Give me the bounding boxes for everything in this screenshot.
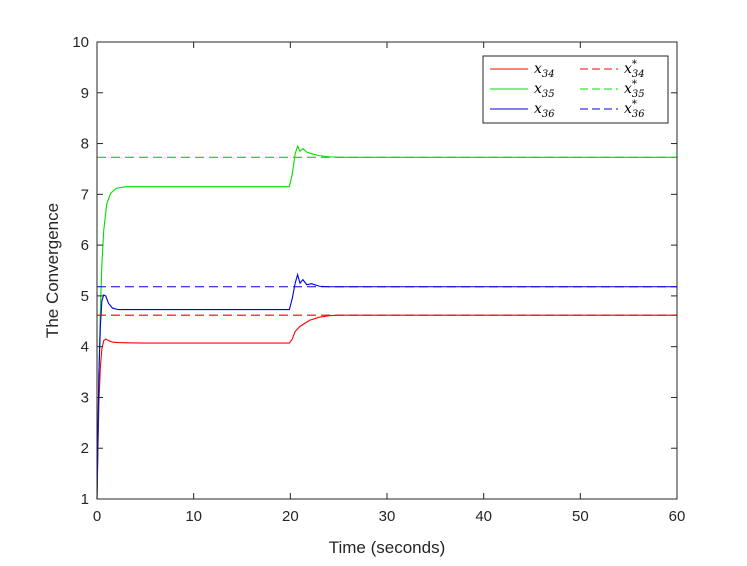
y-tick-label: 1 bbox=[81, 491, 89, 508]
x-tick-label: 10 bbox=[185, 508, 202, 525]
y-tick-label: 3 bbox=[81, 389, 89, 406]
legend-label: x* 34 bbox=[624, 59, 645, 80]
y-tick-label: 8 bbox=[81, 136, 89, 153]
y-tick-label: 7 bbox=[81, 186, 89, 203]
legend-label: x* 36 bbox=[624, 99, 645, 120]
series-line-1 bbox=[96, 144, 677, 500]
legend-label: x* 35 bbox=[624, 79, 645, 100]
legend-label: x34 bbox=[534, 61, 555, 80]
x-tick-label: 40 bbox=[475, 508, 492, 525]
y-axis-label: The Convergence bbox=[43, 203, 62, 338]
x-tick-label: 20 bbox=[282, 508, 299, 525]
tick-layer: 0 10 20 30 40 50 60 1 2 3 4 5 6 7 8 9 10 bbox=[72, 34, 685, 525]
y-tick-label: 5 bbox=[81, 288, 89, 305]
y-tick-label: 9 bbox=[81, 85, 89, 102]
legend-label: x35 bbox=[534, 81, 555, 100]
x-tick-label: 30 bbox=[379, 508, 396, 525]
series-line-2 bbox=[96, 272, 677, 500]
y-tick-label: 10 bbox=[72, 34, 89, 51]
y-tick-label: 2 bbox=[81, 440, 89, 457]
x-tick-label: 50 bbox=[572, 508, 589, 525]
x-tick-label: 0 bbox=[93, 508, 101, 525]
y-tick-label: 4 bbox=[81, 339, 89, 356]
x-axis-label: Time (seconds) bbox=[329, 538, 446, 557]
legend-label: x36 bbox=[534, 101, 555, 120]
y-tick-label: 6 bbox=[81, 237, 89, 254]
series-layer bbox=[96, 144, 677, 500]
x-tick-label: 60 bbox=[669, 508, 686, 525]
